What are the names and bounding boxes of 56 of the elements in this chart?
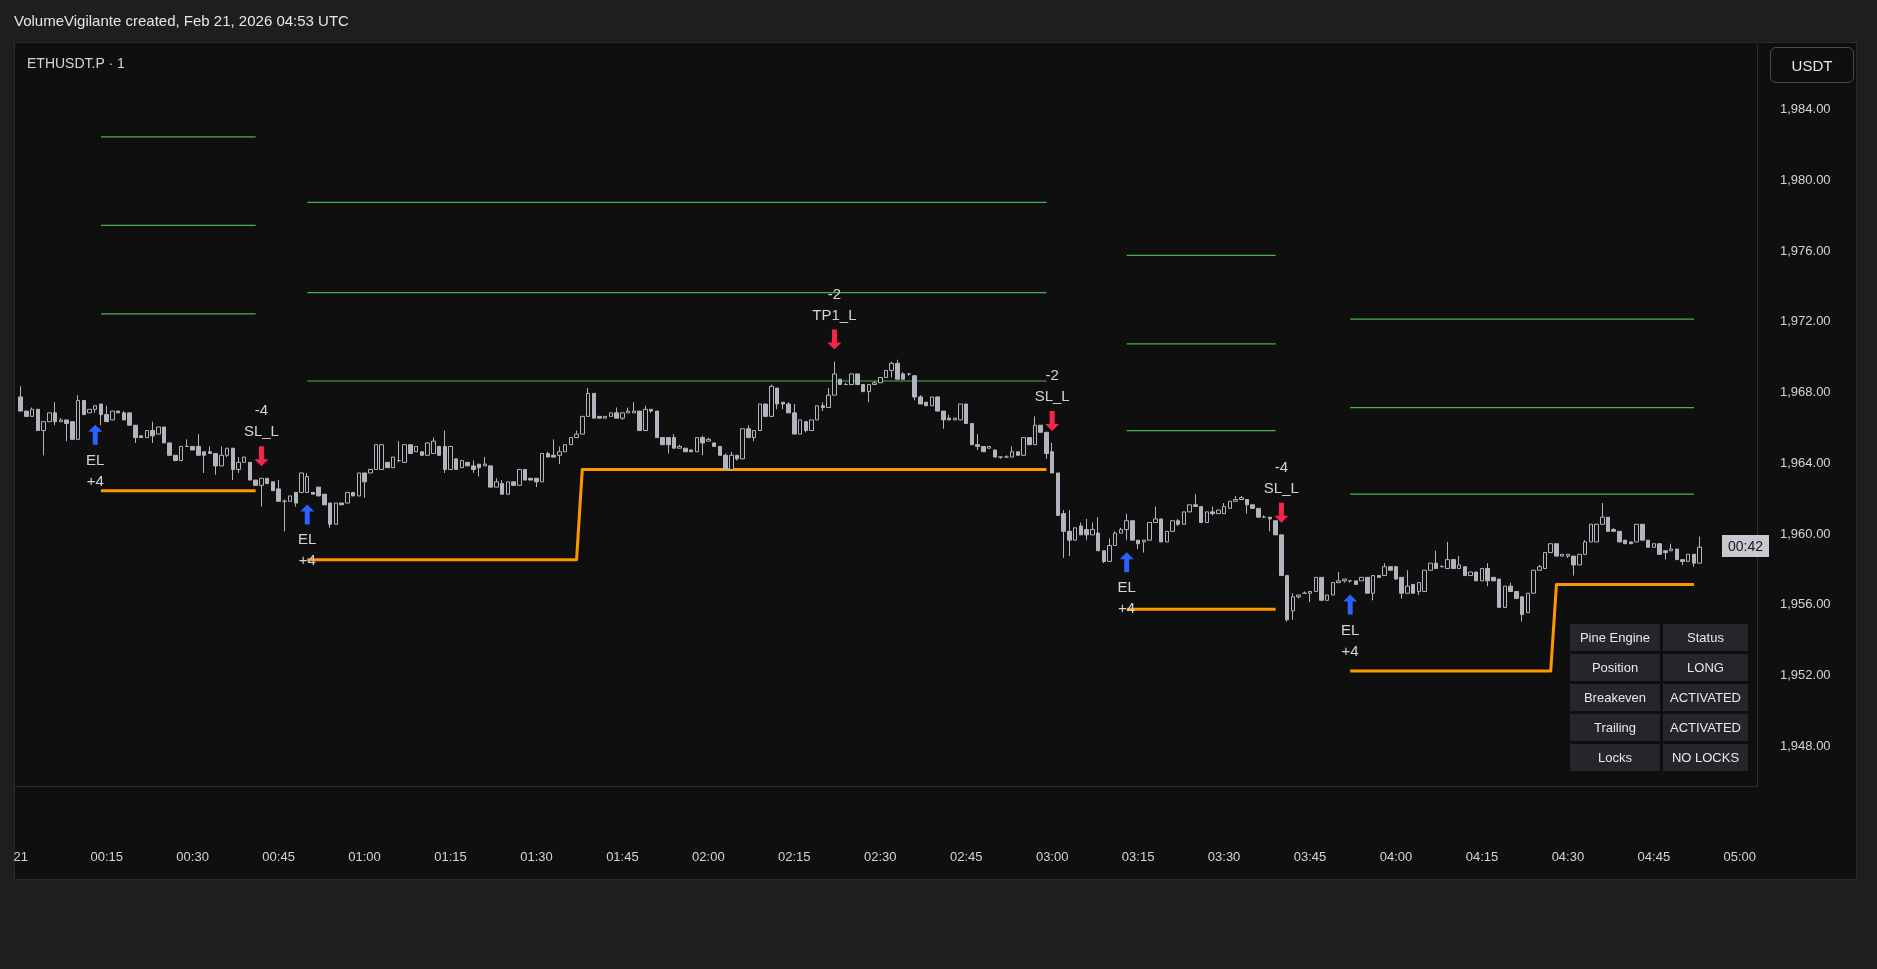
y-tick-label: 1,952.00 [1780, 667, 1831, 683]
annotation: -2 SL_L [1034, 365, 1070, 404]
x-tick-label: 04:00 [1379, 849, 1413, 864]
annotation: ACTIVATED [1663, 714, 1748, 741]
y-tick-label: 1,972.00 [1780, 313, 1831, 329]
x-tick-label: 00:30 [176, 849, 209, 864]
annotation: Position [1570, 654, 1660, 681]
chart-title: VolumeVigilante created, Feb 21, 2026 04:53 UTC [14, 12, 349, 29]
x-tick-label: 03:00 [1035, 849, 1069, 864]
x-tick-label: 04:30 [1551, 849, 1585, 864]
annotation: EL +4 [86, 450, 105, 489]
x-tick-label: 03:30 [1207, 849, 1241, 864]
x-tick-label: 04:15 [1465, 849, 1499, 864]
text: ETHUSDT.P · 1 [27, 55, 125, 71]
x-tick-label: 01:15 [434, 849, 467, 864]
y-tick-label: 1,956.00 [1780, 596, 1831, 612]
annotation: Pine Engine [1570, 624, 1660, 651]
x-tick-label: 01:45 [606, 849, 639, 864]
annotation: LONG [1663, 654, 1748, 681]
annotation: EL +4 [1340, 620, 1360, 659]
y-tick-label: 1,984.00 [1780, 101, 1831, 117]
y-axis-title: USDT [1770, 47, 1854, 83]
x-tick-label: 01:30 [520, 849, 553, 864]
y-tick-label: 1,980.00 [1780, 171, 1831, 187]
y-tick-label: 1,960.00 [1780, 525, 1831, 541]
annotation: -4 SL_L [1263, 457, 1299, 496]
annotation: Breakeven [1570, 684, 1660, 711]
annotation: 00:42 [1722, 535, 1770, 558]
candlestick [998, 456, 1003, 460]
annotation: Locks [1570, 744, 1660, 771]
x-tick-label: 02:45 [949, 849, 983, 864]
x-tick-label: 05:00 [1723, 849, 1757, 864]
y-tick-label: 1,976.00 [1780, 242, 1831, 258]
x-tick-label: 00:15 [90, 849, 123, 864]
annotation: Trailing [1570, 714, 1660, 741]
annotation: EL +4 [1117, 578, 1136, 617]
x-tick-label: 03:45 [1293, 849, 1327, 864]
candlestick [993, 449, 997, 458]
x-tick-label: 02:15 [778, 849, 811, 864]
candlestick [1268, 516, 1272, 532]
annotation: Status [1663, 624, 1748, 651]
annotation: NO LOCKS [1663, 744, 1748, 771]
x-tick-label: 01:00 [348, 849, 381, 864]
y-tick-label: 1,948.00 [1780, 737, 1831, 753]
y-tick-label: 1,968.00 [1780, 384, 1831, 400]
y-tick-label: 1,964.00 [1780, 454, 1831, 470]
x-tick-label: 02:00 [692, 849, 725, 864]
x-tick-label: 03:15 [1121, 849, 1155, 864]
annotation: EL +4 [298, 530, 317, 569]
annotation: -4 SL_L [243, 401, 279, 440]
candlestick [712, 442, 716, 447]
x-tick-label: 04:45 [1637, 849, 1671, 864]
x-tick-label: 00:45 [262, 849, 295, 864]
x-tick-label: 21 [13, 849, 28, 864]
annotation: ACTIVATED [1663, 684, 1748, 711]
x-tick-label: 02:30 [864, 849, 897, 864]
